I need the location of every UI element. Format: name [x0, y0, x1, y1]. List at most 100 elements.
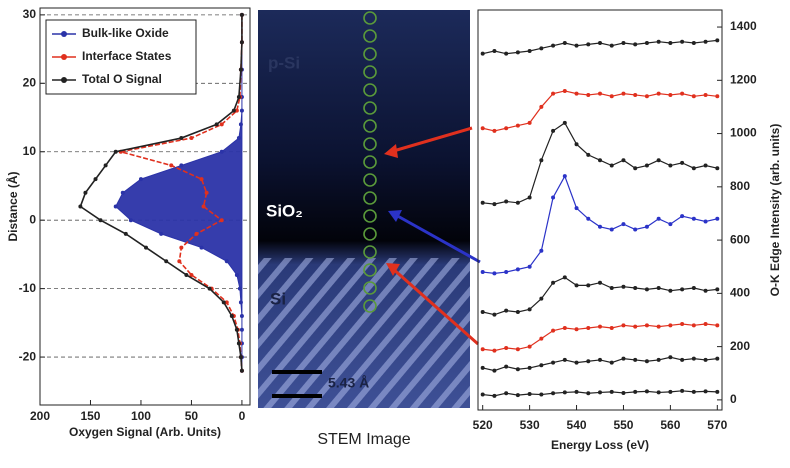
marker [715, 38, 719, 42]
marker [551, 391, 555, 395]
marker [586, 391, 590, 395]
x-tick-label: 570 [707, 418, 727, 432]
marker [575, 44, 579, 48]
image-label: SiO₂ [266, 201, 303, 220]
y-tick-label: 800 [730, 179, 750, 193]
marker [232, 109, 236, 113]
marker [563, 390, 567, 394]
marker [528, 307, 532, 311]
marker [645, 323, 649, 327]
marker [598, 41, 602, 45]
marker [121, 191, 125, 195]
marker [240, 40, 244, 44]
marker [598, 158, 602, 162]
marker [575, 361, 579, 365]
marker [563, 121, 567, 125]
marker [492, 202, 496, 206]
x-tick-label: 540 [567, 418, 587, 432]
marker [586, 283, 590, 287]
marker [586, 93, 590, 97]
marker [504, 199, 508, 203]
marker [551, 129, 555, 133]
marker [668, 222, 672, 226]
marker [177, 259, 181, 263]
marker [528, 121, 532, 125]
marker [189, 136, 193, 140]
marker [551, 44, 555, 48]
marker [179, 163, 183, 167]
marker [240, 13, 244, 17]
marker [539, 249, 543, 253]
marker [692, 323, 696, 327]
marker [621, 357, 625, 361]
marker [586, 217, 590, 221]
marker [621, 285, 625, 289]
marker [237, 95, 241, 99]
marker [575, 142, 579, 146]
y-tick-label: 200 [730, 339, 750, 353]
marker [164, 259, 168, 263]
marker [504, 309, 508, 313]
marker [539, 105, 543, 109]
marker [78, 205, 82, 209]
marker [528, 366, 532, 370]
marker [240, 328, 244, 332]
marker [610, 390, 614, 394]
marker [575, 92, 579, 96]
marker [492, 349, 496, 353]
x-tick-label: 200 [30, 409, 50, 423]
marker [586, 359, 590, 363]
marker [225, 259, 229, 263]
y-axis-title: O-K Edge Intensity (arb. units) [768, 124, 782, 297]
marker [610, 164, 614, 168]
marker [575, 390, 579, 394]
marker [516, 50, 520, 54]
marker [575, 327, 579, 331]
marker [516, 124, 520, 128]
y-tick-label: 20 [23, 75, 37, 89]
marker [539, 337, 543, 341]
y-tick-label: -20 [19, 349, 37, 363]
marker [598, 325, 602, 329]
marker [492, 49, 496, 53]
marker [563, 275, 567, 279]
marker [83, 191, 87, 195]
marker [586, 326, 590, 330]
marker [704, 322, 708, 326]
marker [220, 122, 224, 126]
marker [610, 44, 614, 48]
x-tick-label: 520 [473, 418, 493, 432]
marker [621, 41, 625, 45]
marker [169, 163, 173, 167]
marker [680, 161, 684, 165]
marker [481, 366, 485, 370]
marker [621, 92, 625, 96]
marker [657, 40, 661, 44]
marker [715, 323, 719, 327]
marker [504, 270, 508, 274]
y-tick-label: 1000 [730, 126, 757, 140]
marker [692, 390, 696, 394]
marker [516, 267, 520, 271]
marker [692, 94, 696, 98]
marker [516, 310, 520, 314]
marker [179, 136, 183, 140]
marker [598, 225, 602, 229]
image-label: p-Si [268, 53, 300, 72]
marker [633, 42, 637, 46]
marker [159, 232, 163, 236]
marker [129, 218, 133, 222]
marker [680, 40, 684, 44]
marker [692, 286, 696, 290]
marker [657, 358, 661, 362]
marker [208, 287, 212, 291]
marker [240, 369, 244, 373]
marker [220, 150, 224, 154]
scale-label: 5.43 Å [328, 375, 369, 391]
marker [657, 325, 661, 329]
marker [633, 286, 637, 290]
marker [680, 214, 684, 218]
marker [539, 297, 543, 301]
marker [704, 219, 708, 223]
y-tick-label: 600 [730, 232, 750, 246]
